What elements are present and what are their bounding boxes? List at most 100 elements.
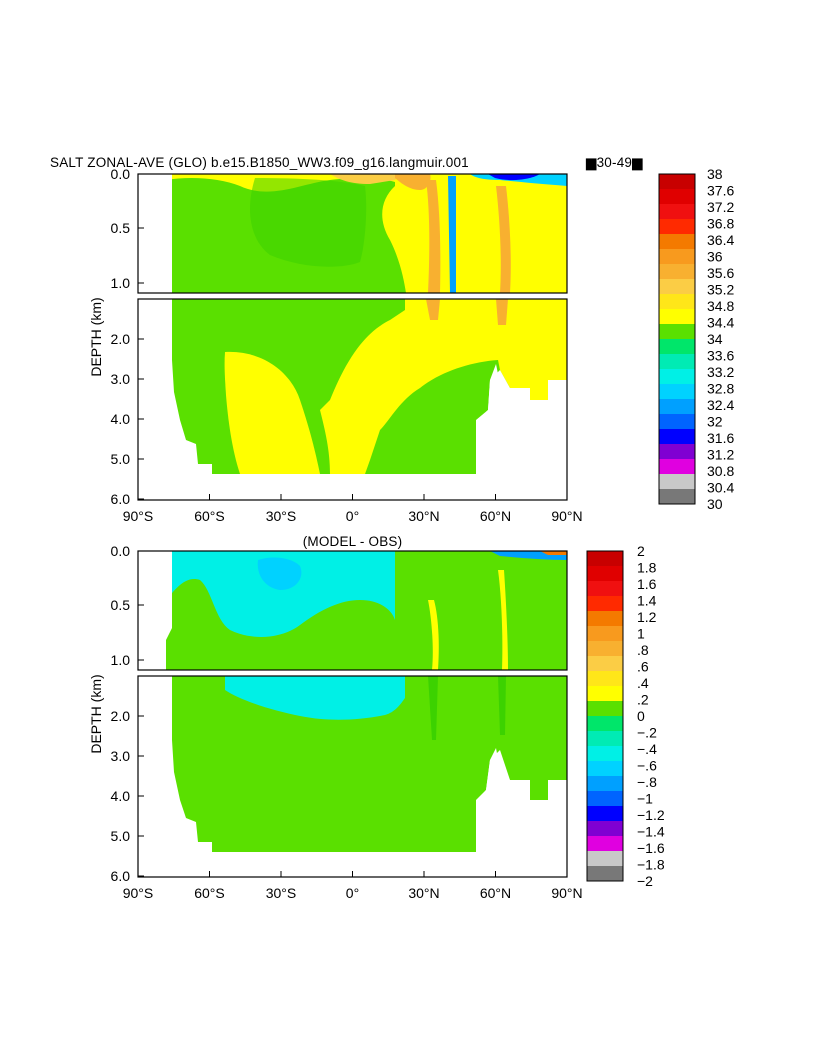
colorbar-swatch (659, 234, 695, 250)
field-cyan-upper (225, 676, 405, 720)
colorbar-label: −1 (637, 791, 653, 807)
colorbar-label: 32.4 (707, 397, 734, 413)
colorbar-label: 2 (637, 543, 645, 559)
colorbar-swatch (659, 444, 695, 460)
y-tick-label: 3.0 (111, 371, 131, 387)
colorbar-label: 36.8 (707, 216, 734, 232)
x-tick-label: 90°S (123, 885, 154, 901)
y-tick-label: 5.0 (111, 451, 131, 467)
top-y-ticks: 0.0 0.5 1.0 2.0 3.0 4.0 5.0 6.0 (111, 166, 144, 507)
y-tick-label: 0.0 (111, 543, 131, 559)
bottom-x-ticks: 90°S 60°S 30°S 0° 30°N 60°N 90°N (123, 871, 583, 901)
colorbar-label: −.6 (637, 758, 657, 774)
colorbar-frame (586, 550, 624, 882)
med-outflow (426, 299, 440, 320)
colorbar-label: 0 (637, 708, 645, 724)
y-tick-label: 0.0 (111, 166, 131, 182)
colorbar-label: 37.2 (707, 199, 734, 215)
colorbar-swatch (659, 219, 695, 235)
field-green (172, 676, 567, 852)
colorbar-swatch (587, 656, 623, 672)
colorbar-swatch (587, 611, 623, 627)
colorbar-swatch (587, 596, 623, 612)
colorbar-swatch (659, 429, 695, 445)
colorbar-swatch (659, 249, 695, 265)
colorbar-swatch (587, 551, 623, 567)
arctic-bias-orange (540, 551, 567, 555)
colorbar-label: 34.4 (707, 315, 734, 331)
y-tick-label: 2.0 (111, 708, 131, 724)
field-blue-strip (448, 176, 456, 293)
colorbar-swatch (659, 189, 695, 205)
colorbar-label: 1.6 (637, 576, 657, 592)
colorbar-swatch (659, 474, 695, 490)
colorbar-label: −1.4 (637, 824, 665, 840)
top-x-ticks: 90°S 60°S 30°S 0° 30°N 60°N 90°N (123, 494, 583, 524)
colorbar-label: .2 (637, 692, 649, 708)
top-colorbar: 3837.637.236.836.43635.635.234.834.43433… (658, 166, 734, 512)
colorbar-swatch (659, 264, 695, 280)
arctic-blue (488, 174, 540, 181)
x-tick-label: 60°S (194, 508, 225, 524)
colorbar-label: −.2 (637, 725, 657, 741)
field-orange-surface (270, 174, 404, 184)
colorbar-swatch (587, 821, 623, 837)
colorbar-swatch (659, 294, 695, 310)
top-lower-field (172, 299, 567, 500)
nordic-bias (498, 570, 508, 670)
land-mask-south (166, 551, 172, 670)
nordic-orange (496, 186, 511, 293)
colorbar-swatch (659, 339, 695, 355)
colorbar-swatch (659, 459, 695, 475)
colorbar-frame (658, 173, 696, 505)
colorbar-label: −1.8 (637, 857, 665, 873)
colorbar-label: 34.8 (707, 298, 734, 314)
y-tick-label: 4.0 (111, 788, 131, 804)
colorbar-label: 36.4 (707, 232, 734, 248)
colorbar-swatch (587, 761, 623, 777)
colorbar-label: 33.6 (707, 348, 734, 364)
x-tick-label: 0° (346, 508, 359, 524)
colorbar-swatch (587, 566, 623, 582)
colorbar-swatch (587, 866, 623, 882)
colorbar-swatch (659, 489, 695, 505)
colorbar-label: 36 (707, 249, 723, 265)
y-tick-label: 2.0 (111, 331, 131, 347)
colorbar-swatch (659, 354, 695, 370)
colorbar-swatch (587, 626, 623, 642)
colorbar-label: −1.6 (637, 840, 665, 856)
colorbar-label: 1.8 (637, 560, 657, 576)
field-orange-sub (395, 174, 431, 190)
colorbar-swatch (587, 746, 623, 762)
colorbar-label: .4 (637, 675, 649, 691)
x-tick-label: 30°S (266, 508, 297, 524)
colorbar-swatch (587, 776, 623, 792)
x-tick-label: 90°N (551, 508, 582, 524)
colorbar-swatch (659, 414, 695, 430)
y-tick-label: 1.0 (111, 652, 131, 668)
colorbar-swatch (659, 384, 695, 400)
bottom-panel: (MODEL - OBS) (88, 534, 665, 901)
y-tick-label: 6.0 (111, 491, 131, 507)
colorbar-label: 30 (707, 496, 723, 512)
colorbar-label: 34 (707, 331, 723, 347)
colorbar-label: 38 (707, 166, 723, 182)
colorbar-swatch (587, 791, 623, 807)
colorbar-swatch (587, 716, 623, 732)
y-tick-label: 0.5 (111, 220, 131, 236)
bottom-title: (MODEL - OBS) (303, 534, 403, 549)
colorbar-label: −1.2 (637, 807, 665, 823)
bottom-upper-field (166, 551, 567, 670)
colorbar-label: 33.2 (707, 364, 734, 380)
colorbar-swatch (659, 399, 695, 415)
colorbar-swatch (587, 836, 623, 852)
med-bias (428, 600, 439, 670)
field-green-dark (250, 178, 367, 267)
colorbar-label: 1.2 (637, 609, 657, 625)
y-tick-label: 4.0 (111, 411, 131, 427)
colorbar-swatch (587, 701, 623, 717)
land-mask-north (476, 750, 567, 877)
colorbar-label: −2 (637, 873, 653, 889)
colorbar-label: 1 (637, 626, 645, 642)
